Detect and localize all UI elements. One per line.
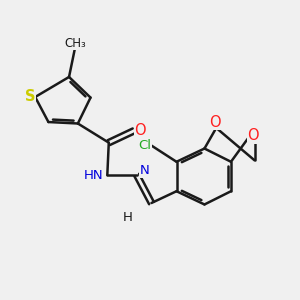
Text: Cl: Cl [139,139,152,152]
Text: S: S [25,89,35,104]
Text: CH₃: CH₃ [64,37,86,50]
Text: O: O [209,115,220,130]
Text: HN: HN [83,169,103,182]
Text: N: N [140,164,150,177]
Text: O: O [247,128,259,143]
Text: O: O [134,123,146,138]
Text: H: H [123,211,133,224]
